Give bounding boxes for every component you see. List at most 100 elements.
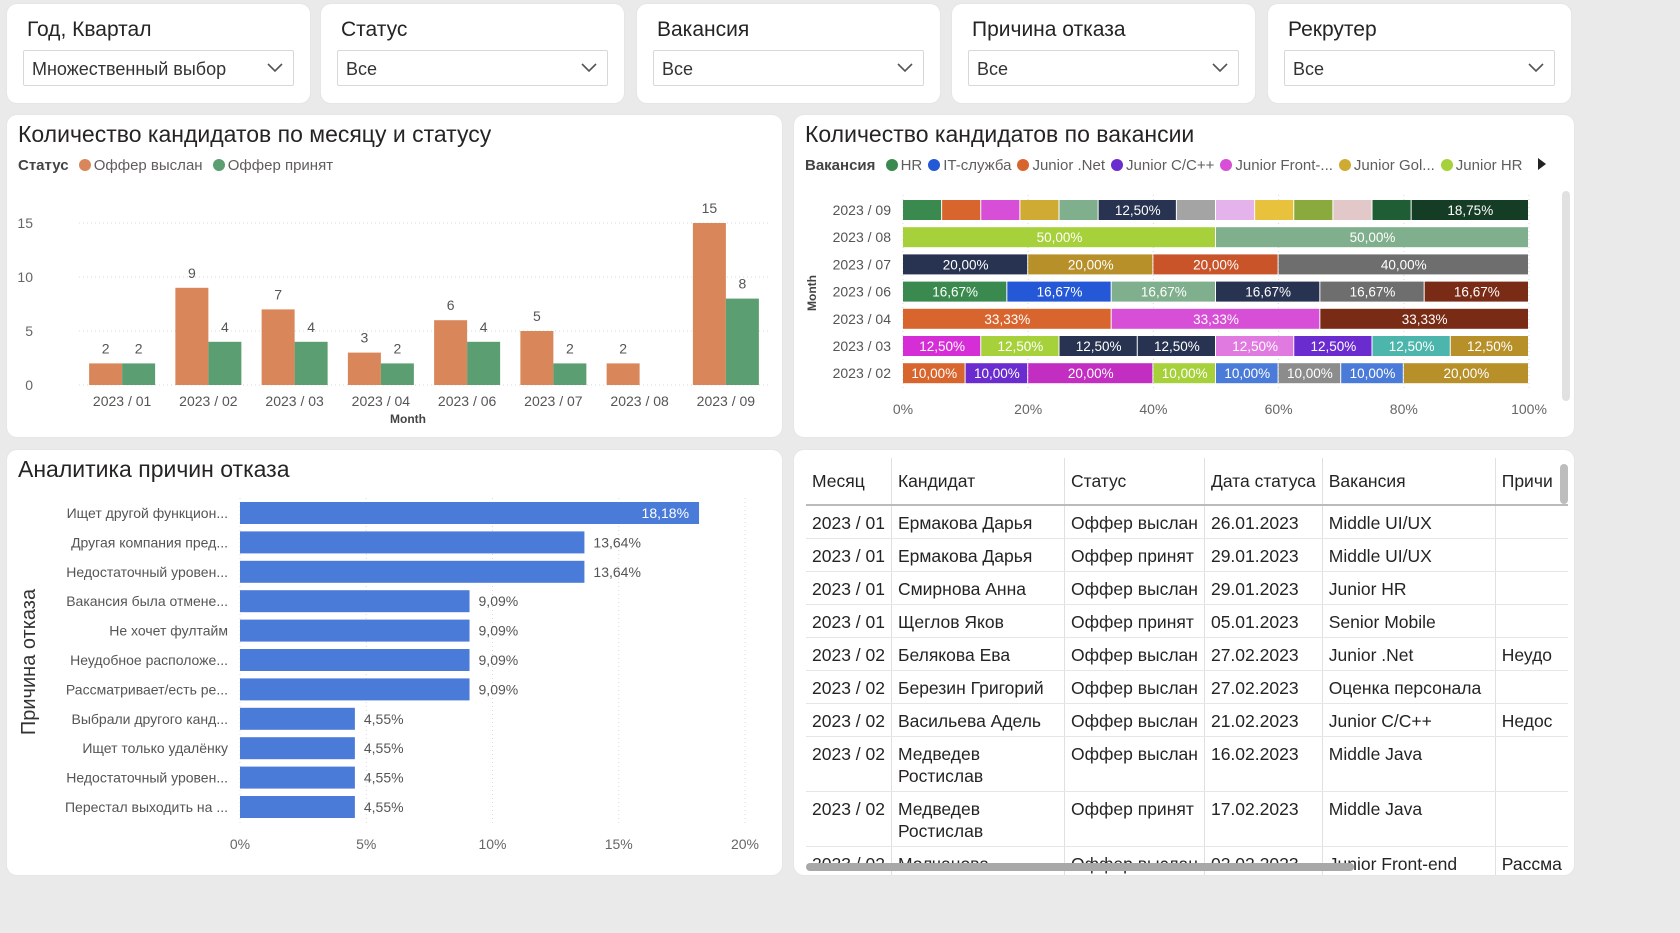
y-tick-label: Ищет только удалёнку [82,740,228,756]
column-header-candidate[interactable]: Кандидат [890,458,1065,506]
cell-month: 2023 / 02 [806,670,892,704]
vertical-scrollbar[interactable] [1562,191,1570,401]
table-row[interactable]: 2023 / 01 Щеглов Яков Оффер принят 05.01.20… [806,604,1568,638]
legend-item[interactable]: IT-служба [928,157,1011,174]
bar-offer-sent [520,331,554,385]
cell-status-date: 26.01.2023 [1203,505,1323,539]
bar-offer-accepted [294,341,328,385]
legend-next-icon[interactable] [1536,157,1548,171]
cell-reason [1494,571,1568,605]
cell-vacancy: Junior Front-end [1321,846,1496,875]
x-tick-label: 60% [1265,401,1293,417]
cell-reason [1494,505,1568,539]
y-tick-label: 0 [25,377,33,393]
cell-status: Оффер выслан [1063,670,1205,704]
cell-reason [1494,791,1568,847]
x-tick-label: 2023 / 01 [93,393,152,409]
bar-reason [240,619,470,642]
vertical-scrollbar[interactable] [1560,464,1568,504]
table-row[interactable]: 2023 / 01 Ермакова Дарья Оффер выслан 26.01… [806,505,1568,539]
stacked-segment [903,200,942,220]
legend-item-offer-sent[interactable]: Оффер выслан [78,157,203,174]
slicer-dropdown[interactable]: Все [337,50,608,86]
slicer-dropdown[interactable]: Все [653,50,924,86]
data-label: 16,67% [1141,285,1187,300]
slicer-value: Все [662,59,694,79]
table-row[interactable]: 2023 / 01 Смирнова Анна Оффер выслан 29.01.… [806,571,1568,605]
legend-text: Оффер выслан [93,157,203,174]
chart-title: Количество кандидатов по месяцу и статус… [18,121,492,147]
legend-item[interactable]: Junior C/C++ [1111,157,1214,174]
data-label: 9,09% [479,652,519,668]
stacked-segment [1007,281,1111,302]
chevron-down-icon [897,63,913,73]
table-row[interactable]: 2023 / 02 Медведев Ростислав Оффер принят 1… [806,791,1568,847]
legend-item[interactable]: Junior Gol... [1338,157,1435,174]
x-tick-label: 100% [1511,401,1547,417]
column-header-status[interactable]: Статус [1063,458,1205,506]
x-tick-label: 5% [356,836,376,852]
cell-month: 2023 / 01 [806,571,892,605]
stacked-segment [1320,308,1528,329]
column-header-vacancy[interactable]: Вакансия [1321,458,1496,506]
slicer-dropdown[interactable]: Все [1284,50,1555,86]
y-tick-label: Недостаточный уровен... [66,564,228,580]
cell-reason [1494,604,1568,638]
table-row[interactable]: 2023 / 02 Березин Григорий Оффер выслан 27.… [806,670,1568,704]
table-row[interactable]: 2023 / 02 Медведев Ростислав Оффер выслан 1… [806,736,1568,792]
stacked-segment [1403,363,1528,384]
bar-reason [240,590,470,613]
cell-status-date: 16.02.2023 [1203,736,1323,792]
table-row[interactable]: 2023 / 02 Белякова Ева Оффер выслан 27.02.2… [806,637,1568,671]
column-header-month[interactable]: Месяц [806,458,892,506]
candidates-table-card: Месяц Кандидат Статус Дата статуса Вакан… [794,450,1574,875]
table-row[interactable]: 2023 / 01 Ермакова Дарья Оффер принят 29.01… [806,538,1568,572]
cell-candidate: Березин Григорий [890,670,1065,704]
legend-item[interactable]: HR [885,157,922,174]
chevron-down-icon [1528,63,1544,73]
data-label: 40,00% [1381,257,1427,272]
legend-item[interactable]: Junior Front-... [1220,157,1333,174]
x-tick-label: 80% [1390,401,1418,417]
stacked-segment [965,363,1028,384]
data-label: 12,50% [1115,203,1161,218]
cell-month: 2023 / 01 [806,538,892,572]
legend-text: Оффер принят [227,157,334,174]
stacked-segment [1059,336,1137,356]
legend-item[interactable]: Junior HR [1440,157,1522,174]
legend-item-offer-accepted[interactable]: Оффер принят [212,157,334,174]
bar-offer-sent [434,320,468,385]
y-axis-title: Причина отказа [18,588,40,735]
stacked-segment [1153,363,1215,384]
stacked-segment [1372,336,1450,356]
slicer-dropdown[interactable]: Все [968,50,1239,86]
bar-offer-accepted [122,363,156,385]
cell-candidate: Белякова Ева [890,637,1065,671]
stacked-segment [1111,281,1215,302]
legend-item[interactable]: Junior .Net [1017,157,1105,174]
cell-status: Оффер выслан [1063,637,1205,671]
cell-reason: Неудо [1494,637,1568,671]
x-tick-label: 20% [731,836,759,852]
data-label: 4,55% [364,740,404,756]
data-label: 5 [533,308,541,324]
column-header-status-date[interactable]: Дата статуса [1203,458,1323,506]
stacked-segment [903,336,981,356]
slicer-dropdown[interactable]: Множественный выбор [23,50,294,86]
horizontal-scrollbar[interactable] [806,863,1354,871]
cell-candidate: Васильева Адель [890,703,1065,737]
data-label: 4 [480,319,488,335]
slicer-value: Все [346,59,378,79]
column-header-reason[interactable]: Причи [1494,458,1568,506]
cell-vacancy: Middle UI/UX [1321,538,1496,572]
data-label: 33,33% [1402,312,1448,327]
legend-label: Статус [18,157,69,174]
cell-month: 2023 / 02 [806,736,892,792]
stacked-segment [1294,336,1372,356]
table-row[interactable]: 2023 / 02 Васильева Адель Оффер выслан 21.0… [806,703,1568,737]
cell-reason [1494,736,1568,792]
bar-offer-sent [347,352,381,385]
slicer-status: Статус Все [321,4,624,103]
data-label: 50,00% [1350,230,1396,245]
stacked-segment [1255,200,1294,220]
